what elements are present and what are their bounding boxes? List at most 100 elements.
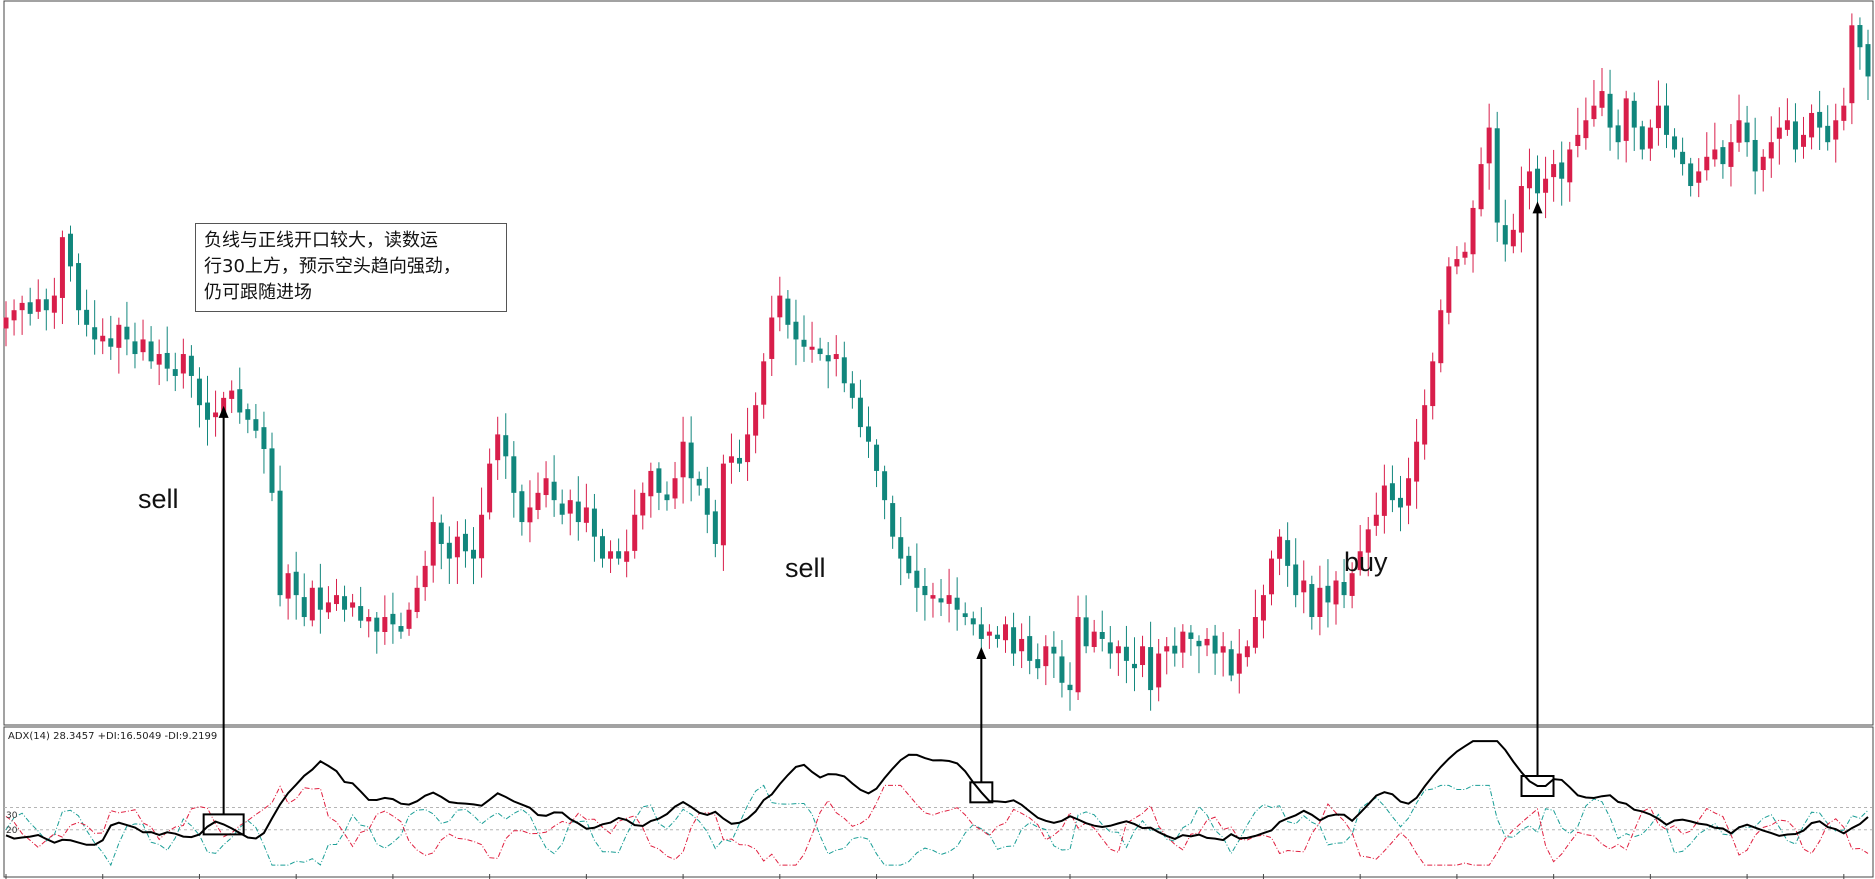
candle-body xyxy=(1833,120,1839,140)
candle-body xyxy=(817,348,823,355)
candle-body xyxy=(1043,646,1049,667)
candle-body xyxy=(1615,125,1621,143)
candle-body xyxy=(301,597,307,618)
candle-body xyxy=(914,570,920,588)
candle-body xyxy=(1784,120,1790,130)
candle-body xyxy=(1510,229,1516,247)
candle-body xyxy=(1357,551,1363,571)
candle-body xyxy=(1776,127,1782,139)
candle-body xyxy=(366,617,372,622)
candle-body xyxy=(237,389,243,413)
candle-body xyxy=(583,507,589,523)
candle-body xyxy=(261,427,267,450)
candle-body xyxy=(1422,405,1428,445)
minus-di-line xyxy=(5,784,1869,866)
candle-body xyxy=(704,488,710,515)
candle-body xyxy=(1188,632,1194,639)
candle-body xyxy=(382,617,388,632)
candle-body xyxy=(1341,581,1347,596)
candle-body xyxy=(567,500,573,514)
candle-body xyxy=(1801,134,1807,147)
candle-body xyxy=(132,341,138,355)
candle-body xyxy=(1655,105,1661,129)
candle-body xyxy=(1293,564,1299,596)
candle-body xyxy=(1164,646,1170,652)
candle-body xyxy=(1792,121,1798,150)
candle-body xyxy=(35,299,41,312)
candle-body xyxy=(59,237,65,298)
signal-arrowhead xyxy=(976,646,987,659)
candle-body xyxy=(1083,617,1089,647)
candle-body xyxy=(1559,162,1565,179)
candle-body xyxy=(1752,139,1758,172)
candle-body xyxy=(422,565,428,588)
signal-label-buy: buy xyxy=(1344,547,1388,577)
candle-body xyxy=(890,503,896,537)
candle-body xyxy=(801,339,807,347)
candle-body xyxy=(1809,112,1815,138)
candle-body xyxy=(124,326,130,340)
candle-body xyxy=(1535,168,1541,194)
candle-body xyxy=(994,634,1000,639)
candle-body xyxy=(1301,580,1307,593)
candle-body xyxy=(656,468,662,493)
signal-label-sell-1: sell xyxy=(138,484,179,514)
candle-body xyxy=(374,617,380,632)
annotation-line-2: 行30上方，预示空头趋向强劲， xyxy=(204,256,461,277)
candle-body xyxy=(511,456,517,493)
candle-body xyxy=(1470,207,1476,255)
candle-body xyxy=(1365,529,1371,553)
candle-body xyxy=(164,352,170,369)
candle-body xyxy=(1075,617,1081,693)
candle-body xyxy=(720,463,726,546)
candle-body xyxy=(1252,617,1258,648)
indicator-panel-frame xyxy=(3,726,1874,878)
candle-body xyxy=(1720,147,1726,165)
candle-body xyxy=(1309,584,1315,618)
main-panel-frame xyxy=(3,0,1874,726)
candle-body xyxy=(317,587,323,610)
candle-body xyxy=(503,435,509,457)
candle-body xyxy=(180,354,186,374)
candle-body xyxy=(1526,171,1532,189)
level-label-20: 20 xyxy=(6,826,18,836)
annotation-box: 负线与正线开口较大，读数运 行30上方，预示空头趋向强劲， 仍可跟随进场 xyxy=(195,223,507,312)
candle-body xyxy=(559,503,565,515)
candle-body xyxy=(624,551,630,562)
candle-body xyxy=(11,310,17,321)
candle-body xyxy=(1325,585,1331,603)
candle-body xyxy=(922,585,928,596)
candle-body xyxy=(1631,100,1637,128)
candle-body xyxy=(1059,656,1065,683)
candle-body xyxy=(737,457,743,464)
candle-body xyxy=(309,587,315,621)
candle-body xyxy=(1841,105,1847,121)
candle-body xyxy=(188,355,194,376)
candle-body xyxy=(1760,156,1766,171)
candle-body xyxy=(479,514,485,559)
candle-body xyxy=(761,361,767,405)
candle-body xyxy=(1849,25,1855,104)
candle-body xyxy=(221,397,227,413)
candle-body xyxy=(769,317,775,359)
candle-body xyxy=(591,508,597,537)
candle-body xyxy=(809,346,815,350)
candle-body xyxy=(906,555,912,574)
candle-body xyxy=(1591,105,1597,120)
candle-body xyxy=(1696,171,1702,183)
candle-body xyxy=(680,441,686,478)
candle-body xyxy=(43,299,49,311)
candle-body xyxy=(67,233,73,267)
candle-body xyxy=(1817,111,1823,128)
candle-body xyxy=(1583,120,1589,139)
candle-body xyxy=(728,456,734,463)
candle-body xyxy=(1333,580,1339,605)
candle-body xyxy=(1768,142,1774,159)
candle-body xyxy=(1680,151,1686,165)
adx-line xyxy=(5,740,1869,846)
candle-body xyxy=(454,536,460,558)
candle-body xyxy=(648,470,654,497)
candle-body xyxy=(471,549,477,559)
candle-body xyxy=(1123,646,1129,661)
candle-body xyxy=(1107,642,1113,654)
